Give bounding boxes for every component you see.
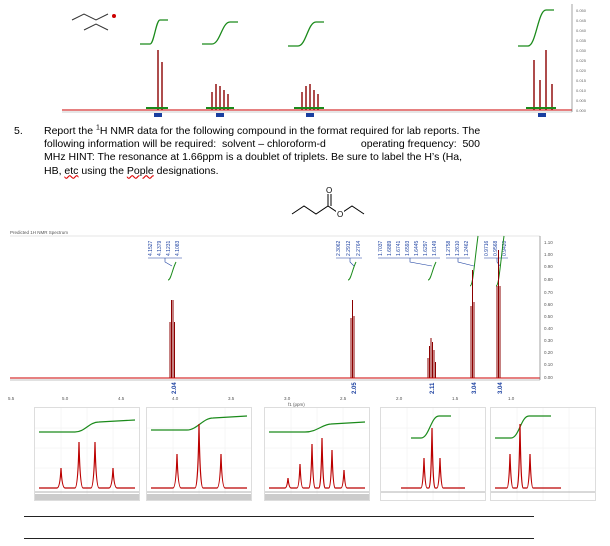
svg-text:0.005: 0.005: [576, 98, 587, 103]
peak-labels-group5: 0.9716 0.9568 0.9420: [484, 240, 508, 256]
y-axis: 1.10 1.00 0.90 0.80 0.70 0.60 0.50 0.40 …: [544, 240, 553, 380]
svg-text:0.70: 0.70: [544, 290, 553, 295]
svg-text:1.2610: 1.2610: [455, 240, 461, 256]
svg-text:1.6445: 1.6445: [414, 240, 420, 256]
svg-text:3.04: 3.04: [472, 382, 478, 394]
svg-text:4.1379: 4.1379: [157, 240, 163, 256]
answer-line-2: [24, 538, 534, 539]
spectrum-title: Predicted 1H NMR Spectrum: [10, 230, 68, 235]
svg-text:0.020: 0.020: [576, 68, 587, 73]
svg-text:2.2912: 2.2912: [346, 240, 352, 256]
svg-text:0.9568: 0.9568: [493, 240, 499, 256]
zoom-inset-quartet: [34, 407, 140, 501]
svg-text:1.00: 1.00: [544, 252, 553, 257]
svg-text:4.5: 4.5: [118, 396, 125, 401]
main-spectrum: Predicted 1H NMR Spectrum 4.1527 4.1379 …: [8, 230, 553, 407]
svg-text:1.5: 1.5: [452, 396, 459, 401]
svg-text:2.2764: 2.2764: [356, 240, 362, 256]
svg-text:0.10: 0.10: [544, 362, 553, 367]
top-spectrum: 0.050 0.045 0.040 0.035 0.030 0.025 0.020 0.0…: [62, 4, 587, 117]
svg-text:1.6741: 1.6741: [396, 240, 402, 256]
svg-text:0.025: 0.025: [576, 58, 587, 63]
svg-text:1.6593: 1.6593: [405, 240, 411, 256]
svg-text:0.90: 0.90: [544, 264, 553, 269]
zoom-inset-triplet-1: [146, 407, 252, 501]
question-text: Report the 1H NMR data for the following…: [44, 124, 481, 177]
question-number: 5.: [14, 125, 23, 137]
svg-text:1.6297: 1.6297: [423, 240, 429, 256]
svg-text:1.10: 1.10: [544, 240, 553, 245]
svg-text:3.0: 3.0: [284, 396, 291, 401]
svg-text:0.9420: 0.9420: [502, 240, 508, 256]
svg-text:1.6889: 1.6889: [387, 240, 393, 256]
svg-text:3.5: 3.5: [228, 396, 235, 401]
svg-text:1.0: 1.0: [508, 396, 515, 401]
svg-text:0.60: 0.60: [544, 302, 553, 307]
carbonyl-oxygen-label: O: [326, 186, 332, 195]
svg-text:2.5: 2.5: [340, 396, 347, 401]
svg-text:0.50: 0.50: [544, 314, 553, 319]
svg-text:4.0: 4.0: [172, 396, 179, 401]
svg-text:0.30: 0.30: [544, 338, 553, 343]
main-integral-curves: [167, 235, 505, 287]
peak-labels-group1: 4.1527 4.1379 4.1231 4.1083: [148, 240, 181, 256]
zoom-inset-triplet-2: [380, 407, 486, 501]
svg-text:3.04: 3.04: [498, 382, 504, 394]
answer-line-1: [24, 516, 534, 517]
svg-text:1.7037: 1.7037: [378, 240, 384, 256]
svg-text:0.015: 0.015: [576, 78, 587, 83]
top-molecule-fragment: [71, 13, 116, 31]
svg-text:4.1231: 4.1231: [166, 240, 172, 256]
top-peaks: [157, 50, 553, 110]
svg-text:0.050: 0.050: [576, 8, 587, 13]
svg-text:0.20: 0.20: [544, 350, 553, 355]
integral-values: 2.04 2.05 2.11 3.04 3.04: [172, 382, 504, 394]
svg-text:2.11: 2.11: [430, 382, 436, 394]
svg-text:1.2758: 1.2758: [446, 240, 452, 256]
peak-labels-group2: 2.3062 2.2912 2.2764: [336, 240, 362, 256]
svg-text:0.045: 0.045: [576, 18, 587, 23]
svg-text:2.05: 2.05: [352, 382, 358, 394]
svg-text:0.040: 0.040: [576, 28, 587, 33]
ester-oxygen-label: O: [337, 210, 343, 219]
svg-text:5.0: 5.0: [62, 396, 69, 401]
svg-text:4.1083: 4.1083: [175, 240, 181, 256]
peak-labels-group3: 1.7037 1.6889 1.6741 1.6593 1.6445 1.629…: [378, 240, 438, 256]
svg-text:2.0: 2.0: [396, 396, 403, 401]
main-peaks: [169, 250, 501, 378]
svg-text:1.6149: 1.6149: [432, 240, 438, 256]
svg-text:0.000: 0.000: [576, 108, 587, 113]
zoom-inset-triplet-3: [490, 407, 596, 501]
svg-text:4.1527: 4.1527: [148, 240, 154, 256]
svg-text:0.00: 0.00: [544, 375, 553, 380]
svg-text:2.3062: 2.3062: [336, 240, 342, 256]
molecule-structure: O O: [291, 186, 365, 219]
svg-text:5.5: 5.5: [8, 396, 15, 401]
peak-labels-group4: 1.2758 1.2610 1.2462: [446, 240, 470, 256]
x-axis: 5.5 5.0 4.5 4.0 3.5 3.0 2.5 2.0 1.5 1.0 …: [8, 396, 515, 407]
svg-text:1.2462: 1.2462: [464, 240, 470, 256]
svg-text:0.40: 0.40: [544, 326, 553, 331]
svg-text:0.030: 0.030: [576, 48, 587, 53]
top-integral-curves: [140, 9, 554, 47]
svg-text:2.04: 2.04: [172, 382, 178, 394]
svg-text:f1 (ppm): f1 (ppm): [288, 402, 305, 407]
svg-text:0.80: 0.80: [544, 277, 553, 282]
peak-label-groups: 4.1527 4.1379 4.1231 4.1083 2.3062 2.291…: [148, 240, 508, 256]
svg-text:0.010: 0.010: [576, 88, 587, 93]
svg-text:0.035: 0.035: [576, 38, 587, 43]
svg-text:0.9716: 0.9716: [484, 240, 490, 256]
zoom-inset-multiplet: [264, 407, 370, 501]
